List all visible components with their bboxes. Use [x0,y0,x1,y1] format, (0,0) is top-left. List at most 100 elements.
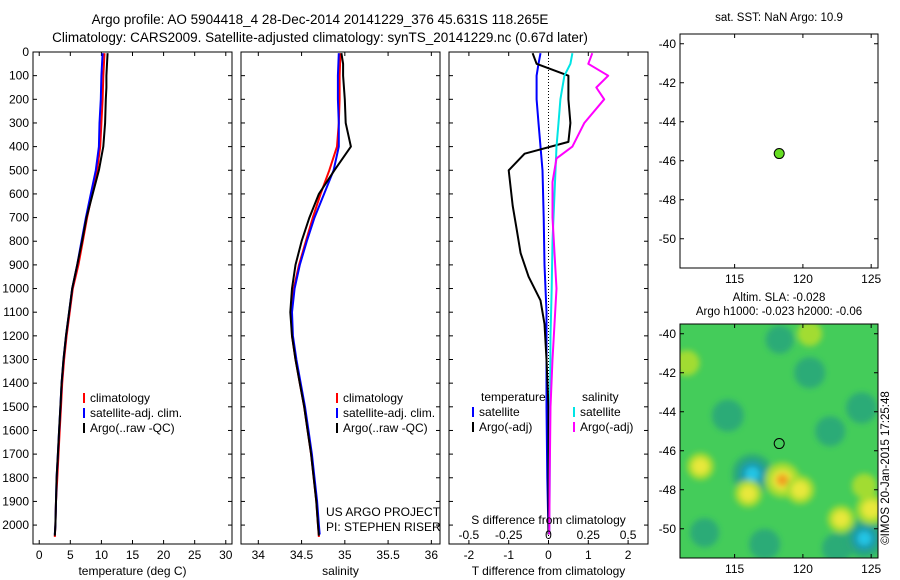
x-tick-label: 115 [725,272,744,286]
heat-high-core [862,500,878,519]
legend-label: satellite [580,405,621,419]
y-tick-label: 1700 [2,447,29,461]
heat-high [851,473,877,499]
heat-high-peak [776,473,789,487]
heat-low [815,416,846,447]
y-tick-label: -46 [659,444,677,458]
heat-low-peak [857,531,872,546]
secondary-tick-label: 0 [545,528,552,542]
legend-label: Argo(..raw -QC) [90,421,175,435]
heat-low-peak [745,467,760,482]
y-tick-label: -42 [659,76,677,90]
y-tick-label: 200 [9,92,29,106]
y-tick-label: 1600 [2,423,29,437]
x-axis-label: salinity [322,564,359,578]
y-tick-label: 400 [9,140,29,154]
series-line-argo-raw-qc- [53,53,109,536]
y-tick-label: 900 [9,258,29,272]
x-tick-label: 15 [126,548,140,562]
x-tick-label: 34 [252,548,266,562]
legend-label: Argo(-adj) [580,420,633,434]
x-tick-label: 5 [67,548,74,562]
y-tick-label: 500 [9,163,29,177]
y-tick-label: 1100 [3,305,29,319]
sla_map-panel: -40 -42 -44 -46 -48 -50 115 120 125 Altim. SLA: -… [659,292,882,576]
y-tick-label: 1800 [2,471,29,485]
x-tick-label: 1 [585,548,592,562]
y-tick-label: -40 [659,327,677,341]
sla_map-axes-box [679,323,879,559]
map-title: sat. SST: NaN Argo: 10.9 [715,12,843,24]
x-tick-label: 0 [36,548,43,562]
y-tick-label: -40 [659,37,677,51]
annotation-project: US ARGO PROJECT [326,505,441,519]
y-tick-label: 800 [9,234,29,248]
credit-text: ©IMOS 20-Jan-2015 17:25:48 [880,391,892,545]
temperature-axes-box [32,51,233,545]
secondary-axis-label: S difference from climatology [471,513,626,527]
y-tick-label: -44 [659,115,677,129]
x-tick-label: -1 [503,548,514,562]
heat-high-core [832,510,850,528]
heat-high-core [740,485,757,502]
sst_map-axes-box [679,33,879,269]
x-tick-label: 120 [793,562,813,576]
y-tick-label: -50 [659,522,677,536]
salinity-panel: 34 34.5 35 35.5 36 salinity climatologysatelli… [240,51,441,578]
y-tick-label: 700 [9,211,29,225]
x-axis-label: T difference from climatology [472,564,626,578]
heat-high-core [692,458,709,475]
heat-low [794,357,826,389]
legend-label: satellite-adj. clim. [343,406,435,420]
series-line-temperature-argo-adj- [507,52,572,535]
float-position-marker [773,438,785,450]
x-tick-label: 20 [157,548,171,562]
y-tick-label: -42 [659,366,677,380]
y-tick-label: -46 [659,154,677,168]
heat-high-core [791,481,809,499]
heat-low [711,399,744,432]
y-tick-label: 0 [22,45,29,59]
heat-high [797,324,823,347]
x-tick-label: 115 [725,562,744,576]
legend-header-salinity: salinity [582,390,619,404]
x-tick-label: 125 [861,272,881,286]
heat-blobs [680,324,878,558]
salinity-axes-box [240,51,441,545]
x-tick-label: 2 [625,548,632,562]
y-tick-label: -48 [659,483,677,497]
y-tick-label: 1500 [2,400,29,414]
temperature-panel: 0100200300400500600700800900100011001200… [2,45,232,578]
secondary-tick-label: 0.25 [577,528,601,542]
heat-low [846,392,878,424]
x-tick-label: 0 [545,548,552,562]
heat-high [680,350,700,376]
legend-header-temperature: temperature [481,390,546,404]
y-tick-label: 1000 [2,282,29,296]
figure-title-line2: Climatology: CARS2009. Satellite-adjuste… [52,30,588,45]
x-tick-label: 25 [188,548,202,562]
x-tick-label: -2 [464,548,475,562]
x-tick-label: 35 [338,548,352,562]
series-line-temperature-satellite [535,53,550,535]
y-tick-label: 1300 [2,353,29,367]
y-tick-label: 600 [9,187,29,201]
map-title-line2: Argo h1000: -0.023 h2000: -0.06 [696,306,862,318]
heat-low [749,528,781,558]
heat-field [680,324,878,558]
y-tick-label: 1200 [2,329,29,343]
y-tick-label: 2000 [2,518,29,532]
sst_map-panel: -40 -42 -44 -46 -48 -50 115 120 125 sat. SST: NaN… [659,12,882,286]
map-title-line1: Altim. SLA: -0.028 [733,292,826,304]
secondary-tick-label: -0.5 [459,528,480,542]
y-tick-label: 1400 [2,376,29,390]
y-tick-label: -50 [659,232,677,246]
x-tick-label: 10 [95,548,109,562]
x-tick-label: 125 [861,562,881,576]
y-tick-label: 300 [9,116,29,130]
legend-label: Argo(-adj) [479,420,532,434]
x-axis-label: temperature (deg C) [78,564,186,578]
legend-label: climatology [90,391,150,405]
legend-label: Argo(..raw -QC) [343,421,428,435]
